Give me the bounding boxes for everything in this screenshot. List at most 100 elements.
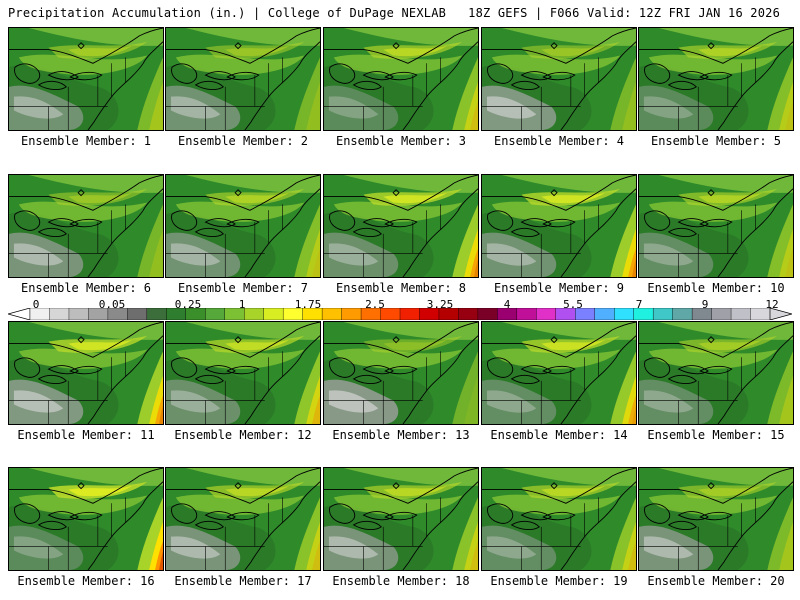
colorbar-swatch	[575, 308, 596, 320]
colorbar-swatch	[652, 308, 674, 320]
ensemble-member-panel-2	[165, 27, 321, 131]
ensemble-member-caption: Ensemble Member: 8	[335, 281, 467, 295]
colorbar-swatch	[205, 308, 226, 320]
precip-map-6	[9, 175, 163, 277]
colorbar-swatch	[750, 308, 771, 320]
colorbar-label: 0.05	[98, 298, 126, 311]
ensemble-member-panel-11	[8, 321, 164, 425]
precip-map-5	[639, 28, 793, 130]
colorbar-swatch	[107, 308, 128, 320]
ensemble-member-caption: Ensemble Member: 13	[332, 428, 470, 442]
colorbar-swatch	[68, 308, 89, 320]
precip-map-17	[166, 468, 320, 570]
precip-map-9	[482, 175, 636, 277]
ensemble-member-panel-18	[323, 467, 479, 571]
ensemble-member-panel-6	[8, 174, 164, 278]
colorbar-swatch	[516, 308, 537, 320]
colorbar-swatch	[185, 308, 206, 320]
colorbar-min-arrow	[8, 308, 31, 320]
ensemble-member-caption: Ensemble Member: 20	[647, 574, 785, 588]
colorbar-swatch	[419, 308, 440, 320]
colorbar-label: 12	[765, 298, 779, 311]
colorbar-swatch	[438, 308, 459, 320]
precip-map-20	[639, 468, 793, 570]
colorbar-swatch	[730, 308, 752, 320]
ensemble-member-caption: Ensemble Member: 6	[20, 281, 152, 295]
precip-map-19	[482, 468, 636, 570]
colorbar-label: 1.75	[294, 298, 322, 311]
precip-map-13	[324, 322, 478, 424]
ensemble-member-panel-10	[638, 174, 794, 278]
precip-map-12	[166, 322, 320, 424]
ensemble-member-caption: Ensemble Member: 9	[493, 281, 625, 295]
colorbar-swatch	[672, 308, 693, 320]
colorbar-swatch	[497, 308, 518, 320]
colorbar-swatch	[458, 308, 479, 320]
ensemble-member-panel-5	[638, 27, 794, 131]
precip-map-4	[482, 28, 636, 130]
ensemble-member-caption: Ensemble Member: 7	[177, 281, 309, 295]
colorbar-swatch	[477, 308, 498, 320]
ensemble-member-panel-12	[165, 321, 321, 425]
ensemble-member-caption: Ensemble Member: 2	[177, 134, 309, 148]
colorbar-swatch	[146, 308, 167, 320]
colorbar-label: 5.5	[563, 298, 583, 311]
colorbar-swatch	[399, 308, 420, 320]
colorbar-swatch	[29, 308, 50, 320]
colorbar-swatch	[302, 308, 323, 320]
precip-map-1	[9, 28, 163, 130]
colorbar-swatch	[127, 308, 148, 320]
ensemble-member-panel-17	[165, 467, 321, 571]
ensemble-member-caption: Ensemble Member: 15	[647, 428, 785, 442]
ensemble-member-caption: Ensemble Member: 11	[17, 428, 155, 442]
colorbar-swatch	[711, 308, 732, 320]
ensemble-member-caption: Ensemble Member: 16	[17, 574, 155, 588]
colorbar-label: 4	[503, 298, 511, 311]
precip-map-11	[9, 322, 163, 424]
colorbar-swatch	[691, 308, 713, 320]
precip-map-10	[639, 175, 793, 277]
colorbar: 0 0.05 0.25 1 1.75 2.5 3.25 4 5.5 7 9 12	[8, 298, 792, 320]
colorbar-swatch	[555, 308, 576, 320]
ensemble-member-panel-3	[323, 27, 479, 131]
colorbar-swatch	[633, 308, 654, 320]
precip-map-18	[324, 468, 478, 570]
colorbar-swatch	[380, 308, 401, 320]
ensemble-member-panel-15	[638, 321, 794, 425]
colorbar-label: 3.25	[426, 298, 454, 311]
ensemble-member-panel-1	[8, 27, 164, 131]
colorbar-swatch	[263, 308, 284, 320]
colorbar-label: 0.25	[174, 298, 202, 311]
precip-map-15	[639, 322, 793, 424]
ensemble-member-panel-13	[323, 321, 479, 425]
header: Precipitation Accumulation (in.) | Colle…	[0, 0, 800, 26]
precip-map-7	[166, 175, 320, 277]
ensemble-member-panel-16	[8, 467, 164, 571]
ensemble-member-panel-14	[481, 321, 637, 425]
colorbar-swatch	[166, 308, 187, 320]
ensemble-member-panel-9	[481, 174, 637, 278]
ensemble-member-panel-4	[481, 27, 637, 131]
ensemble-member-caption: Ensemble Member: 3	[335, 134, 467, 148]
page-title: Precipitation Accumulation (in.) | Colle…	[8, 6, 447, 20]
colorbar-label: 7	[635, 298, 643, 311]
precip-map-3	[324, 28, 478, 130]
ensemble-member-panel-7	[165, 174, 321, 278]
colorbar-swatch	[614, 308, 635, 320]
run-valid-time: 18Z GEFS | F066 Valid: 12Z FRI JAN 16 20…	[468, 6, 780, 20]
colorbar-swatch	[321, 308, 343, 320]
colorbar-swatch	[244, 308, 265, 320]
colorbar-swatch	[360, 308, 382, 320]
ensemble-member-caption: Ensemble Member: 1	[20, 134, 152, 148]
colorbar-swatch	[88, 308, 109, 320]
ensemble-member-caption: Ensemble Member: 19	[490, 574, 628, 588]
precip-map-2	[166, 28, 320, 130]
colorbar-label: 2.5	[365, 298, 385, 311]
colorbar-swatch	[341, 308, 362, 320]
colorbar-swatch	[594, 308, 615, 320]
colorbar-label: 1	[238, 298, 246, 311]
colorbar-swatch	[282, 308, 304, 320]
colorbar-scale	[8, 308, 792, 320]
ensemble-member-panel-20	[638, 467, 794, 571]
